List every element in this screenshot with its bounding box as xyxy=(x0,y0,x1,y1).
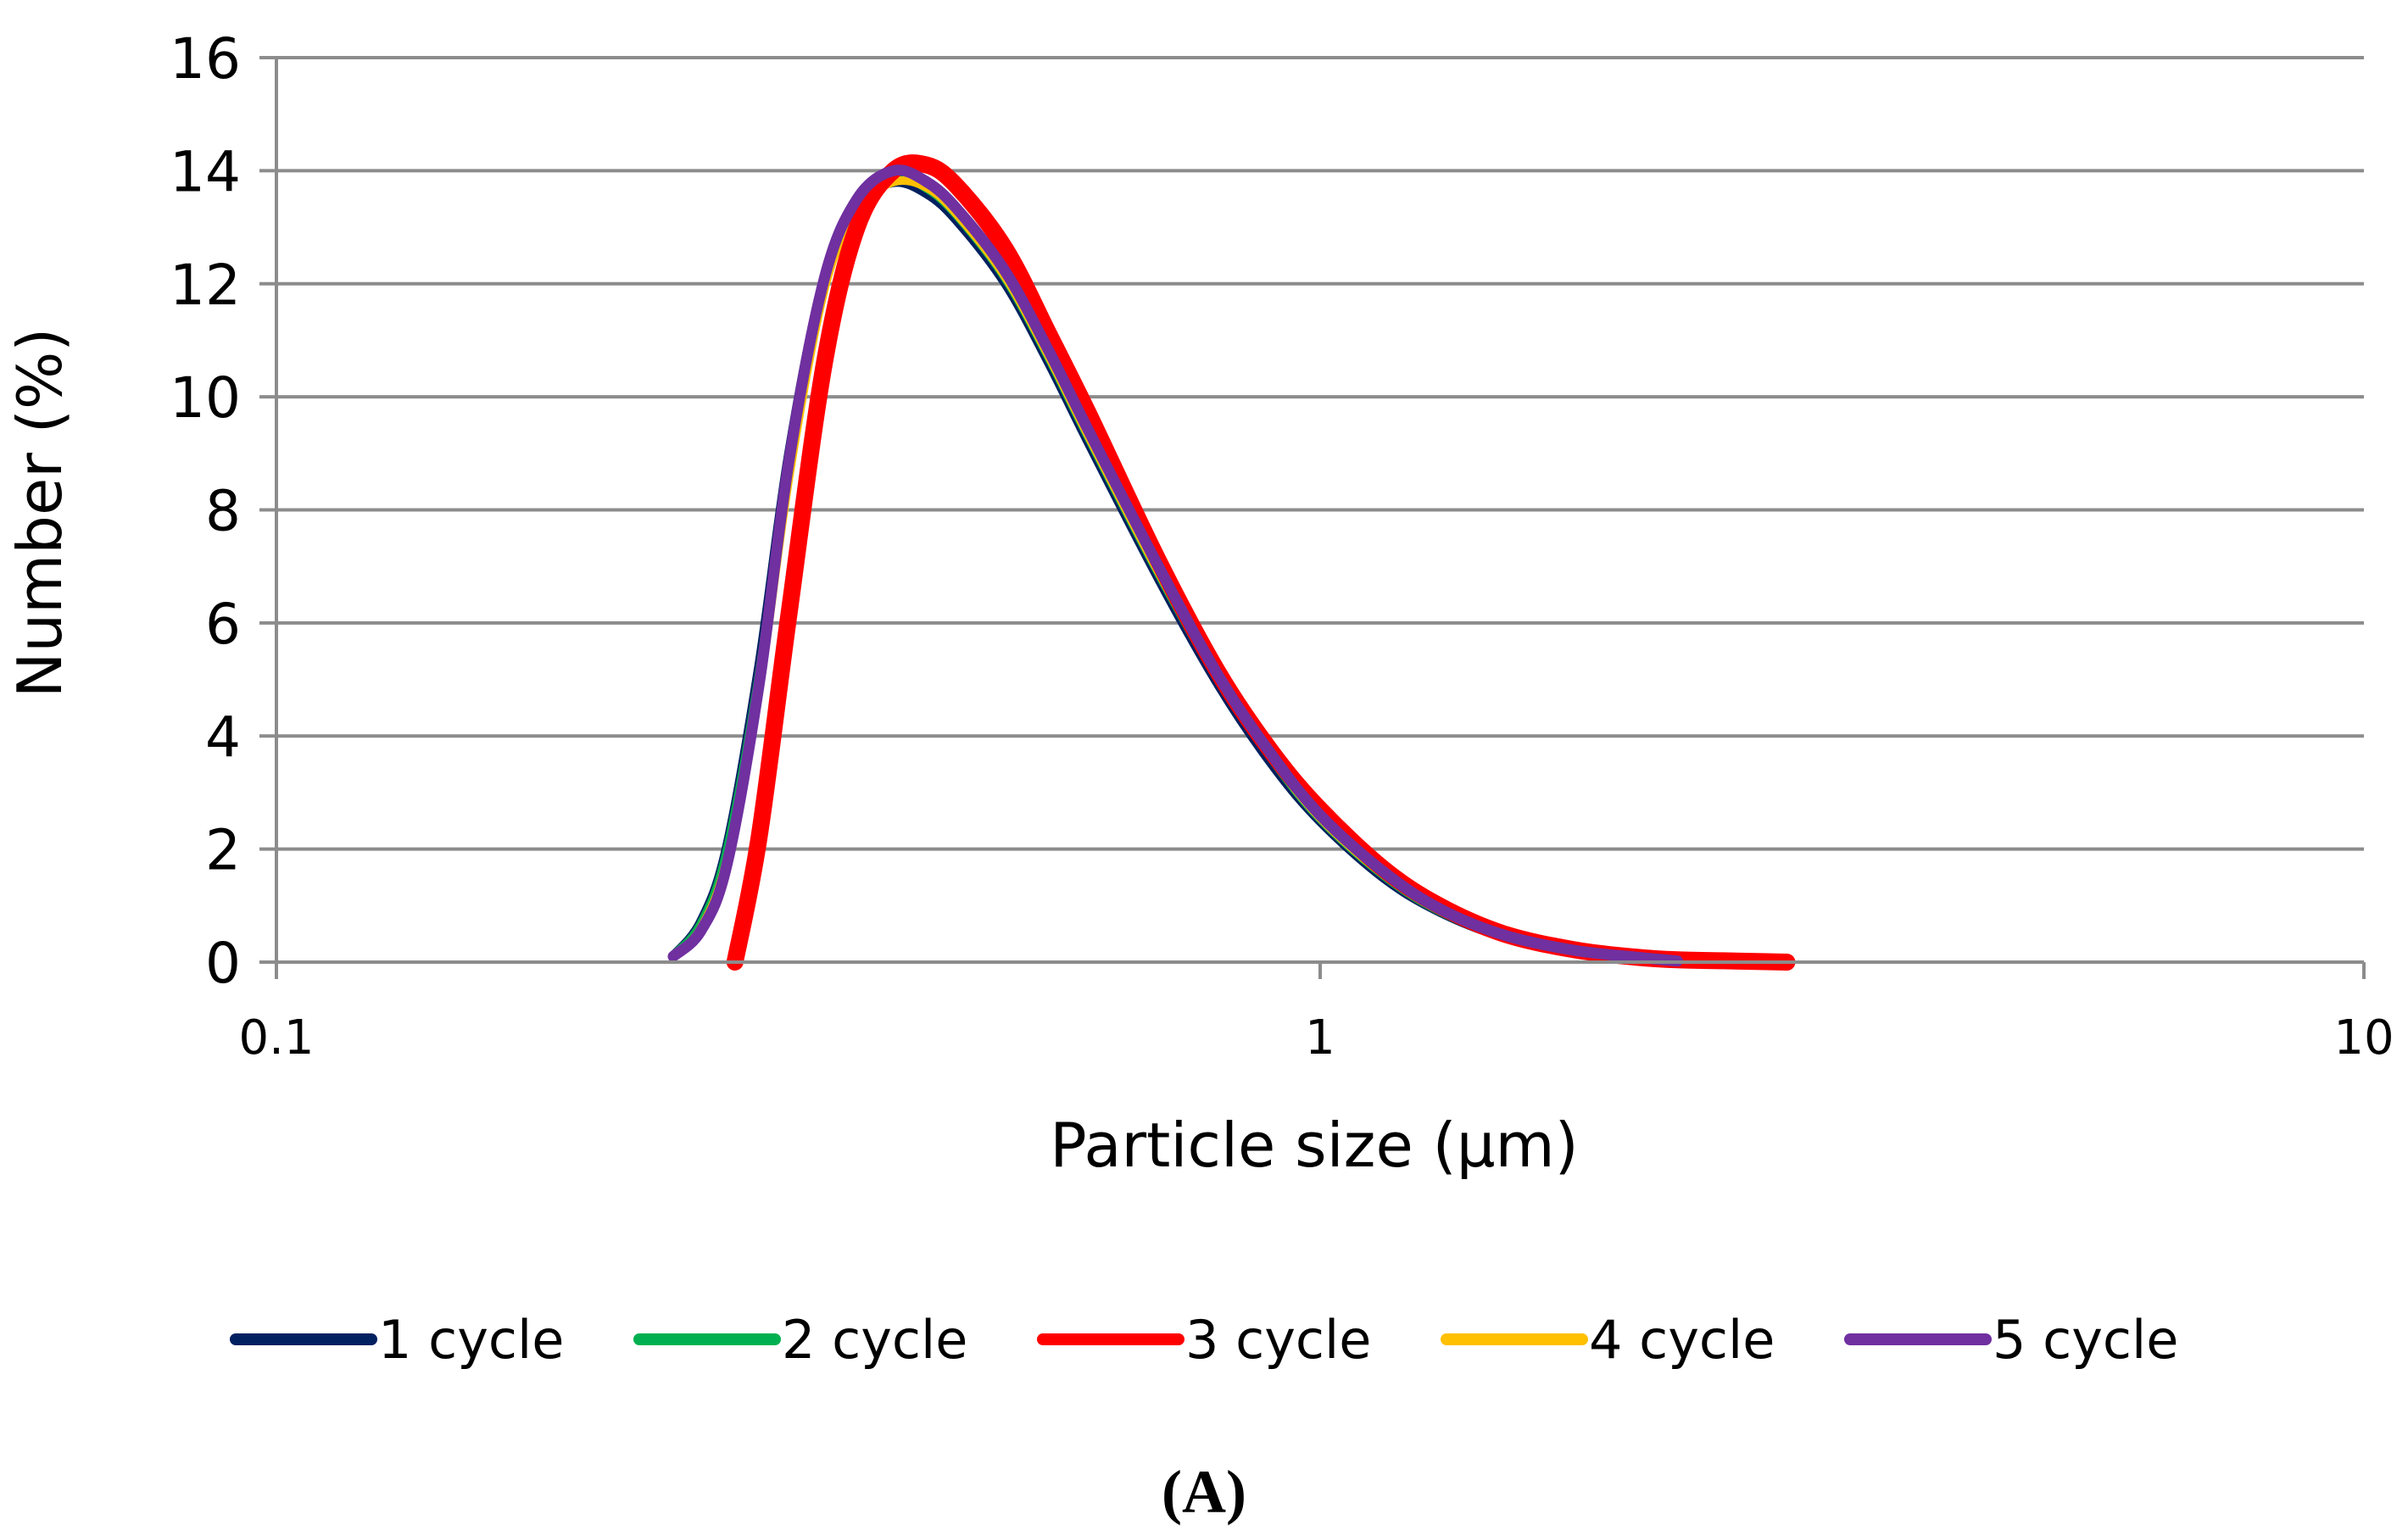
y-tick-label: 16 xyxy=(170,26,241,92)
x-tick-labels: 0.1 1 10 xyxy=(238,1010,2394,1066)
series-lines xyxy=(667,154,1796,971)
legend-label-1: 1 cycle xyxy=(378,1309,564,1371)
y-tick-label: 10 xyxy=(170,365,241,431)
y-tick-label: 0 xyxy=(205,931,241,996)
x-tick-label: 1 xyxy=(1305,1010,1335,1066)
axes xyxy=(259,56,2366,979)
legend-label-4: 4 cycle xyxy=(1589,1309,1775,1371)
y-tick-label: 14 xyxy=(170,139,241,204)
y-axis-label: Number (%) xyxy=(4,328,75,698)
x-tick-label: 0.1 xyxy=(238,1010,314,1066)
y-tick-label: 4 xyxy=(205,704,241,770)
y-tick-label: 8 xyxy=(205,479,241,544)
y-tick-label: 2 xyxy=(205,818,241,883)
y-tick-labels: 0 2 4 6 8 10 12 14 16 xyxy=(170,26,241,996)
y-tick-label: 6 xyxy=(205,592,241,657)
x-axis-label: Particle size (µm) xyxy=(1050,1110,1579,1181)
legend-label-2: 2 cycle xyxy=(782,1309,967,1371)
x-tick-label: 10 xyxy=(2333,1010,2394,1066)
legend: 1 cycle 2 cycle 3 cycle 4 cycle 5 cycle xyxy=(230,1309,2178,1371)
legend-label-5: 5 cycle xyxy=(1993,1309,2178,1371)
panel-label: (A) xyxy=(1162,1458,1246,1526)
legend-label-3: 3 cycle xyxy=(1185,1309,1371,1371)
y-tick-label: 12 xyxy=(170,253,241,318)
grid-lines xyxy=(276,56,2364,851)
series-line-5 xyxy=(667,164,1683,967)
